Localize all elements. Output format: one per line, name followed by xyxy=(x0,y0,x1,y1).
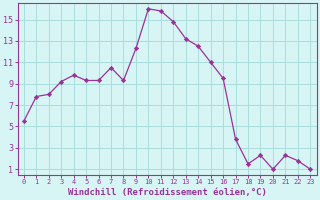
X-axis label: Windchill (Refroidissement éolien,°C): Windchill (Refroidissement éolien,°C) xyxy=(68,188,267,197)
